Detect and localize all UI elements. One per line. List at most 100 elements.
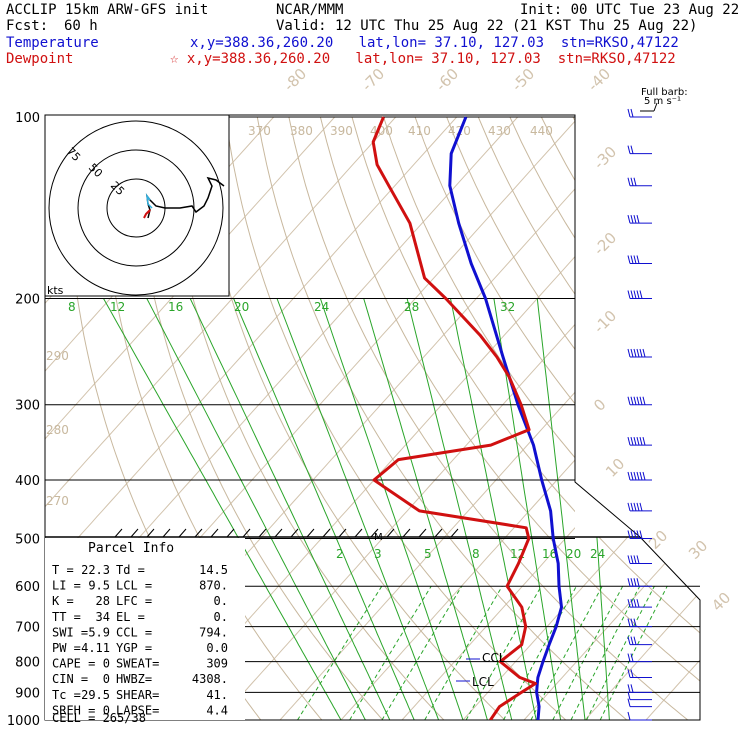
parcel-field: 4308. [192,672,228,686]
wind-barb-flag [633,177,637,186]
barb-legend-line1: Full barb: [641,87,688,98]
wind-barb-flag [633,599,637,608]
level-hatch [450,528,459,538]
mixing-ratio-label: 8 [68,300,76,314]
parcel-field: TT = [52,610,81,624]
wind-barb-flag [630,530,634,539]
wind-barb-flag [627,684,631,693]
level-hatch [130,528,139,538]
theta-label: 440 [530,124,553,138]
theta-label: 390 [330,124,353,138]
level-hatch [290,528,299,538]
mixing-ratio-label: 20 [234,300,249,314]
level-hatch [386,528,395,538]
theta-label: 410 [408,124,431,138]
wind-barb-flag [627,471,631,481]
wind-barb-flag [627,636,631,645]
wind-barb-flag [636,555,640,564]
wind-barb-flag [627,396,631,405]
wind-barb-flag [627,653,631,662]
parcel-field: 0. [214,594,228,608]
wind-barb-flag [627,108,631,118]
mixing-ratio-label: 5 [424,547,432,561]
parcel-field: PW = [52,641,81,655]
parcel-field: 29.5 [81,688,110,702]
dry-adiabat-line [667,116,700,720]
parcel-field: 14.5 [199,563,228,577]
parcel-cell: CELL = 265/38 [52,711,146,725]
wind-barb-flag [636,502,640,512]
level-hatch [162,528,171,538]
level-hatch [338,528,347,538]
barb-legend-line2: 5 m s⁻¹ [644,96,681,107]
dewpoint-legend: Dewpoint [6,51,74,67]
org-label: NCAR/MMM [276,2,344,18]
dry-adiabat-line [351,116,700,720]
level-hatch [258,528,267,538]
wind-barb-flag [630,502,634,512]
isotherm-label: -10 [590,307,620,337]
wind-barb-flag [642,348,646,358]
isotherm-label: 0 [590,395,609,414]
wind-barb-flag [630,684,634,693]
level-hatch [242,528,251,538]
parcel-field: 309 [206,657,228,671]
wind-barb-flag [627,215,631,224]
wind-barb-flag [633,255,637,264]
dewpoint-location: ☆ x,y=388.36,260.20 lat,lon= 37.10, 127.… [170,51,676,67]
parcel-field: YGP = [116,641,152,655]
wind-barb-flag [627,599,631,608]
temperature-legend: Temperature [6,35,99,51]
dry-adiabat-line [288,116,689,720]
theta-label: 280 [46,423,69,437]
wind-barb-flag [627,502,631,512]
dry-adiabat-line [256,116,628,720]
wind-barb-flag [630,108,634,118]
wind-barb-flag [642,396,646,405]
pressure-label: 400 [15,474,40,489]
wind-barb-flag [633,578,637,587]
wind-barb-flag [630,177,634,186]
wind-barb-flag [639,471,643,481]
parcel-field: 41. [206,688,228,702]
parcel-field: 0 [103,703,110,717]
parcel-field: 4.4 [206,703,228,717]
theta-label: 380 [290,124,313,138]
mixing-ratio-label: 16 [542,547,557,561]
wind-barb-flag [636,578,640,587]
parcel-field: LFC = [116,594,152,608]
parcel-field: 870. [199,579,228,593]
mixing-ratio-label: 16 [168,300,183,314]
theta-label: 290 [46,349,69,363]
parcel-field: SHEAR= [116,688,159,702]
wind-barb-flag [630,215,634,224]
wind-barb-flag [636,530,640,539]
wind-barb-flag [633,348,637,358]
dry-adiabat-line [635,116,700,720]
level-hatch [306,528,315,538]
mixing-ratio-line [349,585,432,720]
parcel-field: 0.0 [206,641,228,655]
wind-barb-flag [627,290,631,299]
isotherm-label: 30 [685,537,711,563]
marker-m: M [374,532,383,543]
wind-barb-flag [636,471,640,481]
pressure-label: 200 [15,293,40,308]
parcel-field: LCL = [116,579,152,593]
dry-adiabat-line [604,116,700,720]
parcel-field: 0 [103,672,110,686]
isotherm-label: 40 [708,589,734,615]
pressure-label: 800 [15,656,40,671]
level-hatch [114,528,123,538]
parcel-field: CIN = [52,672,88,686]
parcel-field: CAPE = [52,657,95,671]
isotherm-label: -40 [584,65,614,95]
parcel-field: 9.5 [88,579,110,593]
parcel-field: CCL = [116,625,152,639]
wind-barb-flag [630,555,634,564]
wind-barb-flag [627,618,631,627]
mixing-ratio-label: 2 [336,547,344,561]
parcel-field: HWBZ= [116,672,152,686]
theta-label: 270 [46,494,69,508]
